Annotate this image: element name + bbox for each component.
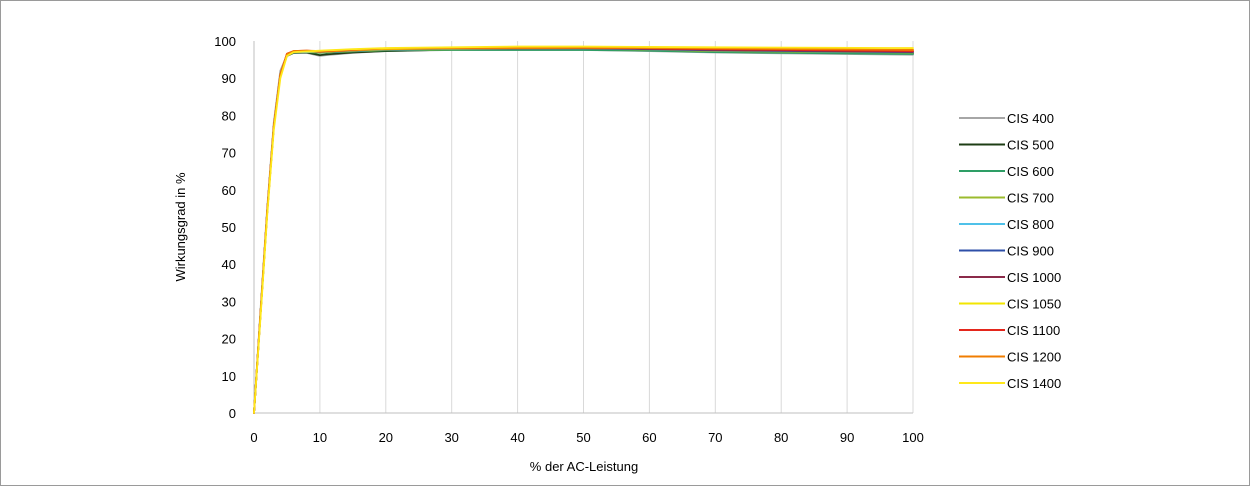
axis-layer: 0 10 20 30 40 50 60 70 80 90 100 0 10 20 30 40 50 60 70 80 9… bbox=[214, 34, 924, 445]
y-tick-label-30: 30 bbox=[222, 294, 236, 309]
x-tick-label-0: 0 bbox=[250, 430, 257, 445]
y-tick-label-10: 10 bbox=[222, 369, 236, 384]
y-tick-label-40: 40 bbox=[222, 257, 236, 272]
legend: CIS 400 CIS 500 CIS 600 CIS 700 CIS 800 CIS 9… bbox=[959, 111, 1061, 391]
legend-label-cis-700: CIS 700 bbox=[1007, 191, 1054, 206]
y-tick-label-20: 20 bbox=[222, 332, 236, 347]
x-tick-label-40: 40 bbox=[510, 430, 524, 445]
x-tick-label-30: 30 bbox=[444, 430, 458, 445]
x-tick-label-80: 80 bbox=[774, 430, 788, 445]
x-tick-label-100: 100 bbox=[902, 430, 924, 445]
legend-label-cis-1050: CIS 1050 bbox=[1007, 297, 1061, 312]
x-tick-label-90: 90 bbox=[840, 430, 854, 445]
legend-label-cis-1000: CIS 1000 bbox=[1007, 270, 1061, 285]
legend-label-cis-1100: CIS 1100 bbox=[1007, 323, 1060, 338]
y-tick-label-80: 80 bbox=[222, 108, 236, 123]
series-layer bbox=[253, 45, 914, 414]
legend-label-cis-600: CIS 600 bbox=[1007, 164, 1054, 179]
y-tick-label-70: 70 bbox=[222, 146, 236, 161]
x-tick-label-60: 60 bbox=[642, 430, 656, 445]
series-line-cis-1400 bbox=[253, 45, 914, 414]
legend-label-cis-900: CIS 900 bbox=[1007, 244, 1054, 259]
x-tick-label-50: 50 bbox=[576, 430, 590, 445]
legend-label-cis-1200: CIS 1200 bbox=[1007, 350, 1061, 365]
y-tick-label-60: 60 bbox=[222, 183, 236, 198]
legend-label-cis-500: CIS 500 bbox=[1007, 138, 1054, 153]
x-axis-title: % der AC-Leistung bbox=[530, 459, 638, 474]
y-tick-label-50: 50 bbox=[222, 220, 236, 235]
x-tick-label-20: 20 bbox=[379, 430, 393, 445]
grid-layer bbox=[319, 41, 914, 413]
x-tick-label-70: 70 bbox=[708, 430, 722, 445]
x-tick-label-10: 10 bbox=[313, 430, 327, 445]
y-tick-label-100: 100 bbox=[214, 34, 236, 49]
legend-label-cis-1400: CIS 1400 bbox=[1007, 376, 1061, 391]
y-axis-title: Wirkungsgrad in % bbox=[173, 172, 188, 282]
legend-label-cis-400: CIS 400 bbox=[1007, 111, 1054, 126]
legend-label-cis-800: CIS 800 bbox=[1007, 217, 1054, 232]
y-tick-label-90: 90 bbox=[222, 71, 236, 86]
y-tick-label-0: 0 bbox=[229, 406, 236, 421]
